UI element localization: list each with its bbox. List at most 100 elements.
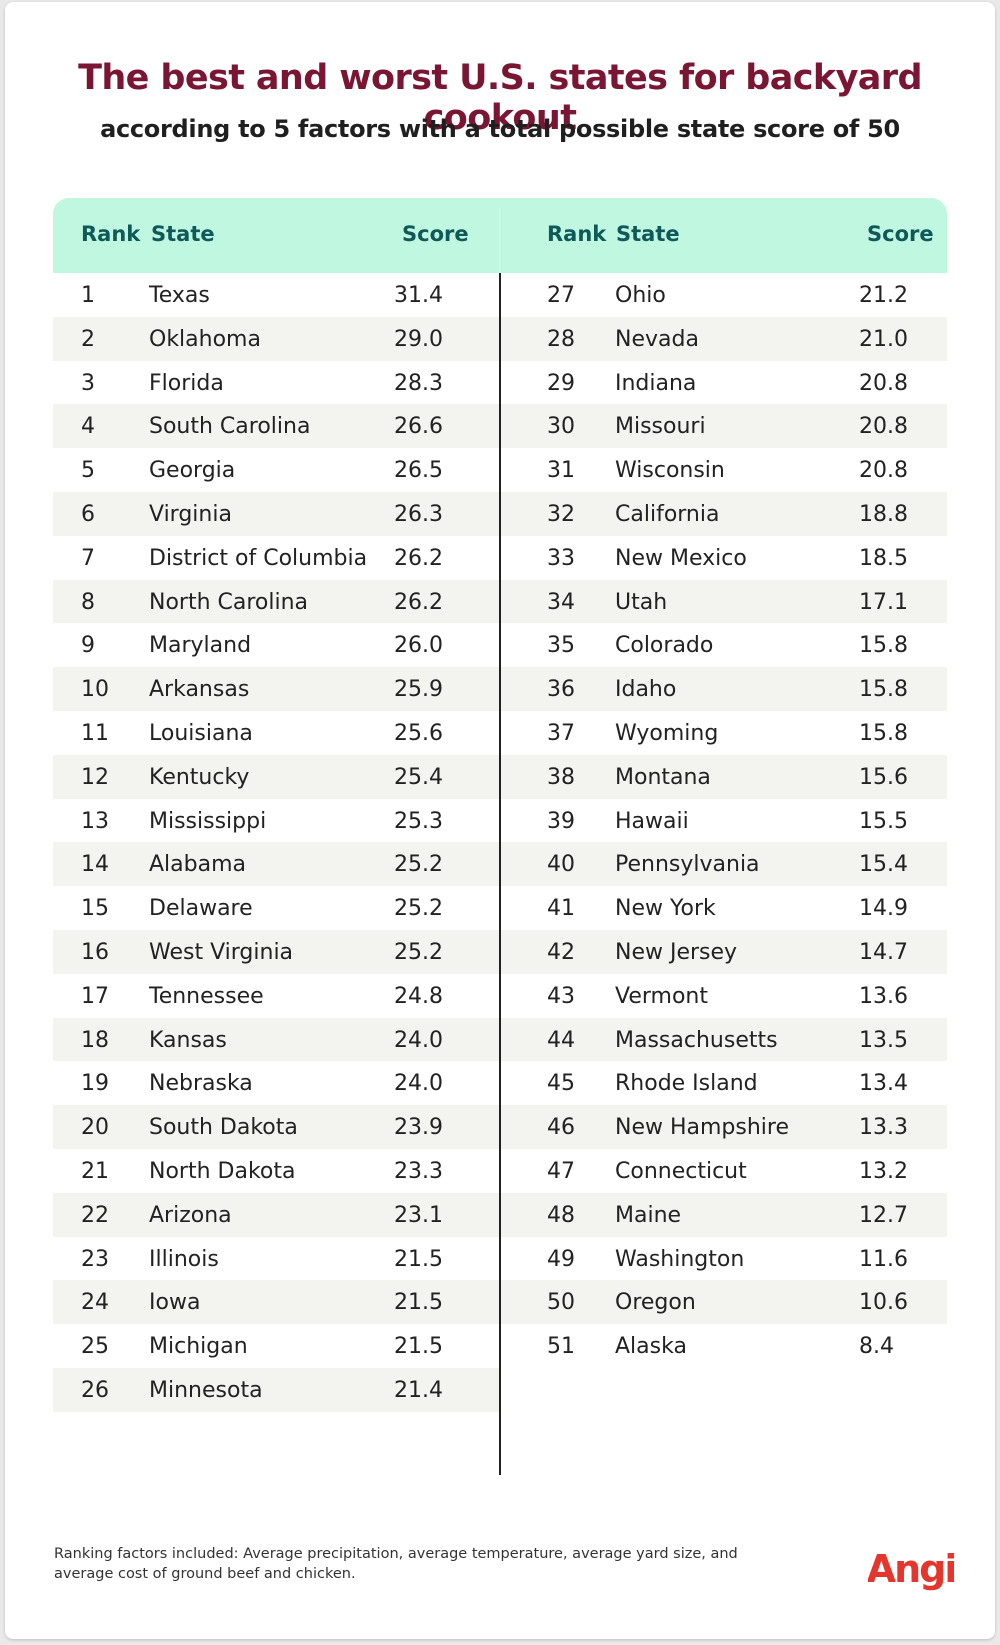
- rank-cell: 48: [547, 1202, 575, 1228]
- score-cell: 25.3: [394, 808, 443, 834]
- table-row: 50 Oregon 10.6: [501, 1280, 947, 1325]
- score-cell: 29.0: [394, 326, 443, 352]
- table-header: Rank State Score Rank State Score: [53, 198, 947, 273]
- rank-cell: 42: [547, 940, 575, 965]
- table-row: 12 Kentucky 25.4: [53, 754, 499, 799]
- state-cell: Louisiana: [149, 721, 253, 746]
- state-cell: Oklahoma: [149, 326, 261, 352]
- score-cell: 8.4: [859, 1334, 894, 1360]
- table-row: 26 Minnesota 21.4: [53, 1368, 499, 1412]
- state-cell: Illinois: [149, 1246, 219, 1272]
- rank-cell: 32: [547, 502, 575, 527]
- score-cell: 21.5: [394, 1290, 443, 1316]
- table-row: 10 Arkansas 25.9: [53, 667, 499, 711]
- state-cell: Oregon: [615, 1290, 696, 1316]
- table-row: 8 North Carolina 26.2: [53, 579, 499, 624]
- state-cell: Kentucky: [149, 764, 250, 790]
- rank-cell: 49: [547, 1246, 575, 1272]
- table-row: 14 Alabama 25.2: [53, 842, 499, 887]
- state-cell: New York: [615, 896, 716, 922]
- rank-cell: 44: [547, 1027, 575, 1053]
- angi-logo-text: Angi: [868, 1547, 954, 1591]
- score-cell: 15.8: [859, 633, 908, 659]
- score-cell: 21.2: [859, 283, 908, 308]
- state-cell: South Carolina: [149, 414, 311, 440]
- table-row: 16 West Virginia 25.2: [53, 930, 499, 974]
- score-cell: 26.3: [394, 502, 443, 527]
- rank-cell: 2: [81, 326, 95, 352]
- rank-cell: 5: [81, 458, 95, 484]
- score-cell: 24.8: [394, 983, 443, 1009]
- table-row: 40 Pennsylvania 15.4: [501, 842, 947, 887]
- score-cell: 15.6: [859, 764, 908, 790]
- table-row: 22 Arizona 23.1: [53, 1192, 499, 1237]
- column-divider: [499, 273, 501, 1475]
- rank-cell: 51: [547, 1334, 575, 1360]
- rank-cell: 19: [81, 1071, 109, 1097]
- rank-cell: 20: [81, 1115, 109, 1141]
- rank-cell: 15: [81, 896, 109, 922]
- state-cell: Florida: [149, 370, 224, 396]
- ranking-table: Rank State Score Rank State Score 1 Texas…: [53, 198, 947, 1478]
- header-rank-right: Rank: [547, 222, 607, 246]
- rank-cell: 8: [81, 589, 95, 615]
- score-cell: 25.2: [394, 852, 443, 878]
- rank-cell: 11: [81, 721, 109, 746]
- rank-cell: 9: [81, 633, 95, 659]
- score-cell: 25.9: [394, 677, 443, 703]
- table-row: 37 Wyoming 15.8: [501, 711, 947, 755]
- state-cell: Virginia: [149, 502, 232, 527]
- table-row: 24 Iowa 21.5: [53, 1280, 499, 1325]
- state-cell: Colorado: [615, 633, 714, 659]
- state-cell: Utah: [615, 589, 668, 615]
- header-divider: [499, 208, 500, 273]
- table-row: 7 District of Columbia 26.2: [53, 536, 499, 580]
- score-cell: 28.3: [394, 370, 443, 396]
- table-row: 45 Rhode Island 13.4: [501, 1061, 947, 1105]
- score-cell: 20.8: [859, 370, 908, 396]
- score-cell: 26.2: [394, 589, 443, 615]
- score-cell: 25.4: [394, 764, 443, 790]
- state-cell: Nevada: [615, 326, 699, 352]
- state-cell: Tennessee: [149, 983, 264, 1009]
- score-cell: 21.0: [859, 326, 908, 352]
- table-row: 1 Texas 31.4: [53, 273, 499, 317]
- score-cell: 10.6: [859, 1290, 908, 1316]
- rank-cell: 34: [547, 589, 575, 615]
- rank-cell: 43: [547, 983, 575, 1009]
- score-cell: 18.5: [859, 545, 908, 571]
- score-cell: 21.4: [394, 1378, 443, 1403]
- table-row: 31 Wisconsin 20.8: [501, 448, 947, 492]
- score-cell: 24.0: [394, 1071, 443, 1097]
- header-state-right: State: [616, 222, 680, 246]
- rank-cell: 33: [547, 545, 575, 571]
- table-row: 29 Indiana 20.8: [501, 361, 947, 405]
- state-cell: Washington: [615, 1246, 745, 1272]
- rank-cell: 30: [547, 414, 575, 440]
- state-cell: Delaware: [149, 896, 253, 922]
- rank-cell: 18: [81, 1027, 109, 1053]
- table-row: 21 North Dakota 23.3: [53, 1149, 499, 1193]
- rank-cell: 21: [81, 1159, 109, 1184]
- score-cell: 23.3: [394, 1159, 443, 1184]
- rank-cell: 25: [81, 1334, 109, 1360]
- state-cell: Nebraska: [149, 1071, 253, 1097]
- table-row: 27 Ohio 21.2: [501, 273, 947, 317]
- page-title: The best and worst U.S. states for backy…: [78, 58, 922, 138]
- state-cell: North Carolina: [149, 589, 309, 615]
- state-cell: Vermont: [615, 983, 708, 1009]
- rank-cell: 46: [547, 1115, 575, 1141]
- table-row: 2 Oklahoma 29.0: [53, 316, 499, 361]
- score-cell: 20.8: [859, 414, 908, 440]
- state-cell: Indiana: [615, 370, 697, 396]
- score-cell: 17.1: [859, 589, 908, 615]
- state-cell: New Hampshire: [615, 1115, 790, 1141]
- score-cell: 31.4: [394, 283, 443, 308]
- table-row: 18 Kansas 24.0: [53, 1017, 499, 1062]
- rank-cell: 4: [81, 414, 95, 440]
- state-cell: Maryland: [149, 633, 252, 659]
- score-cell: 13.4: [859, 1071, 908, 1097]
- table-row: 13 Mississippi 25.3: [53, 799, 499, 843]
- table-row: 41 New York 14.9: [501, 886, 947, 930]
- table-row: 19 Nebraska 24.0: [53, 1061, 499, 1105]
